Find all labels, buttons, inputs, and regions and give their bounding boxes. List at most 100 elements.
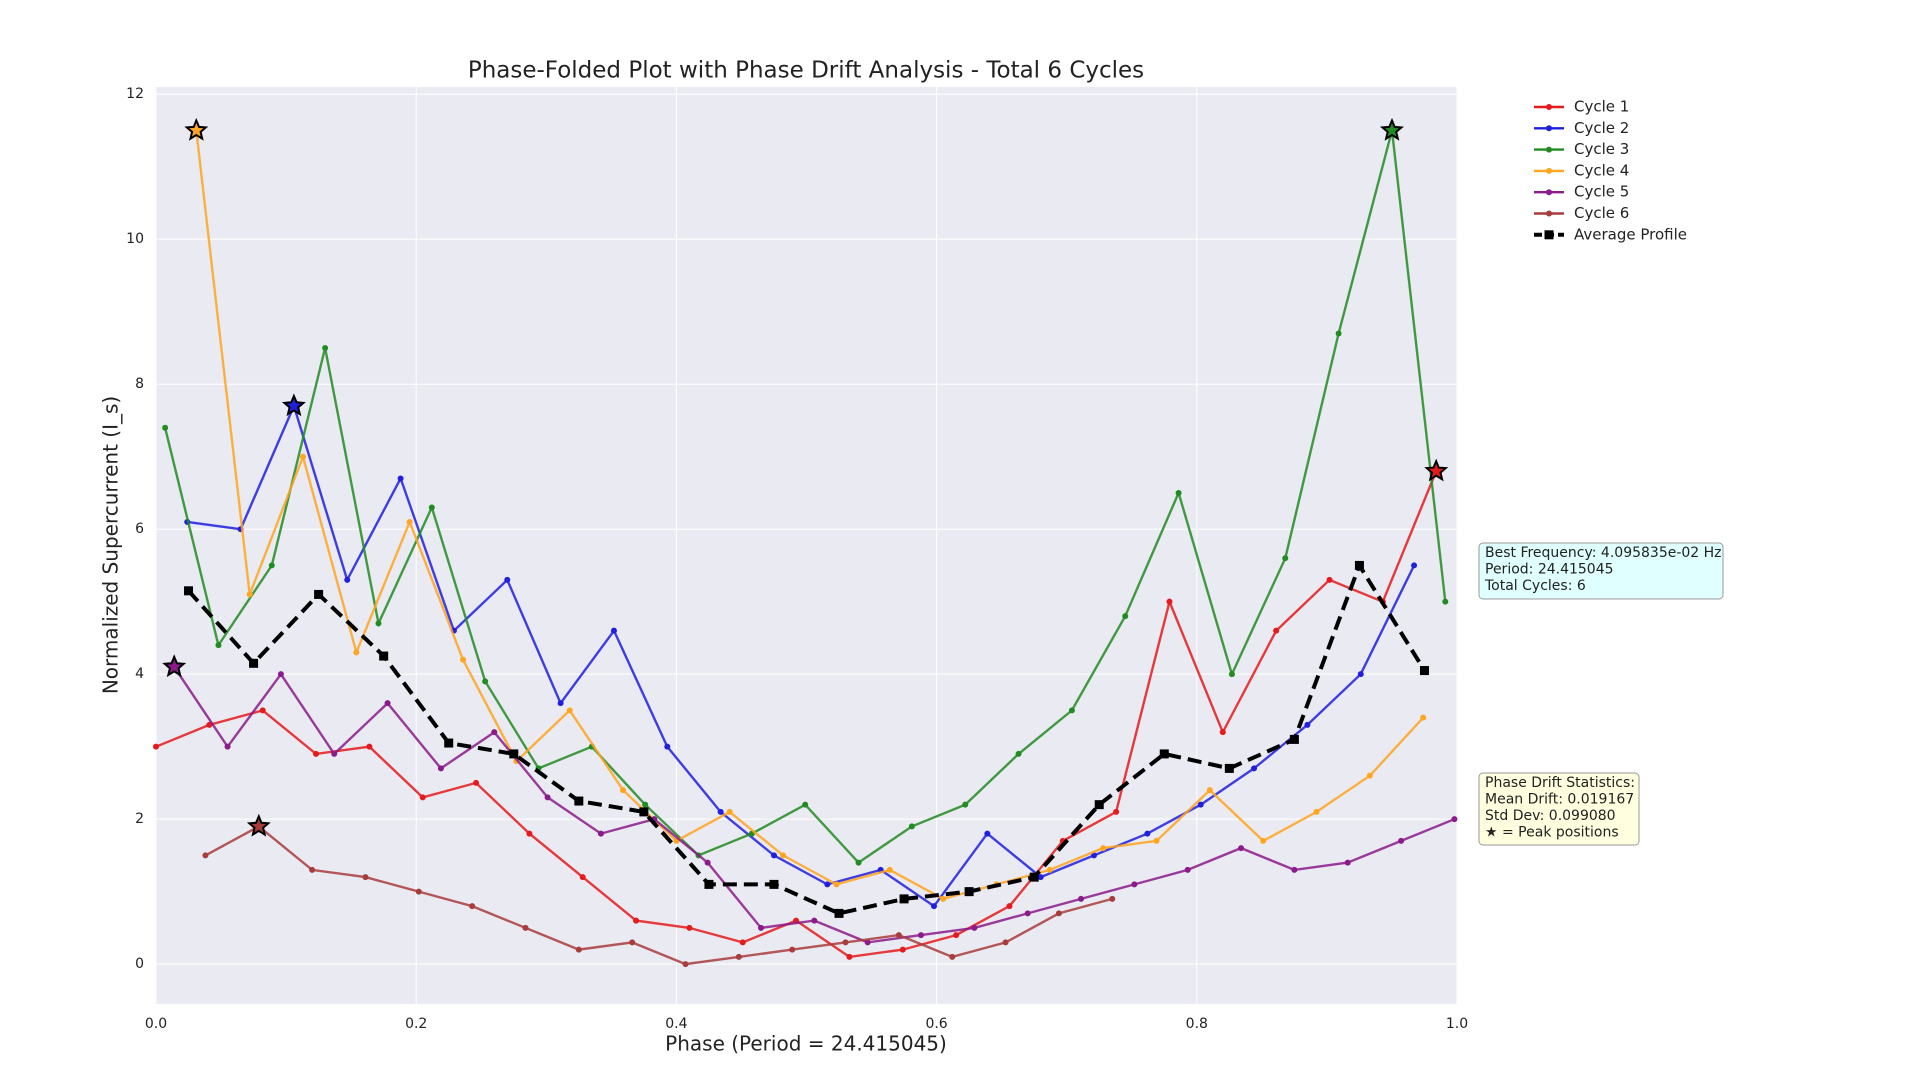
- data-point: [504, 576, 511, 583]
- data-point: [1224, 763, 1234, 773]
- data-point: [437, 765, 444, 772]
- data-point: [735, 953, 742, 960]
- legend-marker: [1546, 125, 1552, 132]
- annotation-box: [1478, 772, 1640, 846]
- data-point: [895, 932, 902, 939]
- data-point: [444, 738, 454, 748]
- legend-marker: [1546, 167, 1552, 174]
- data-point: [1313, 808, 1320, 815]
- data-point: [620, 787, 627, 794]
- data-point: [610, 627, 617, 634]
- x-tick-label: 0.4: [665, 1016, 687, 1032]
- data-point: [184, 586, 194, 596]
- y-tick-label: 4: [135, 666, 144, 682]
- data-point: [633, 917, 640, 924]
- legend-marker: [1546, 104, 1552, 110]
- legend-item: Cycle 2: [1534, 119, 1629, 137]
- data-point: [526, 830, 533, 837]
- legend-item: Cycle 4: [1534, 161, 1629, 179]
- data-point: [1451, 816, 1458, 823]
- x-axis-label: Phase (Period = 24.415045): [665, 1032, 947, 1056]
- data-point: [639, 807, 649, 817]
- data-point: [846, 953, 853, 960]
- data-point: [1029, 872, 1039, 882]
- legend-label: Cycle 5: [1574, 183, 1629, 201]
- data-point: [1238, 845, 1245, 852]
- x-tick-label: 0.8: [1186, 1016, 1208, 1032]
- data-point: [509, 749, 519, 759]
- legend-item: Cycle 1: [1534, 98, 1629, 116]
- data-point: [1260, 837, 1267, 844]
- data-point: [277, 671, 284, 678]
- peak-star: [162, 654, 187, 678]
- data-point: [682, 961, 689, 968]
- data-point: [886, 866, 893, 873]
- data-point: [1420, 714, 1427, 721]
- data-point: [757, 924, 764, 931]
- data-point: [1131, 881, 1138, 888]
- y-tick-label: 2: [135, 811, 144, 827]
- data-point: [1184, 866, 1191, 873]
- peak-star: [281, 393, 306, 417]
- data-point: [1282, 555, 1289, 562]
- data-point: [1091, 852, 1098, 859]
- data-point: [770, 852, 777, 859]
- y-tick-label: 10: [126, 231, 144, 247]
- data-point: [579, 874, 586, 881]
- data-point: [726, 808, 733, 815]
- legend-label: Cycle 6: [1574, 204, 1629, 222]
- data-point: [353, 649, 360, 656]
- data-point: [1335, 330, 1342, 337]
- peak-star: [1379, 117, 1405, 141]
- data-point: [575, 946, 582, 953]
- series-line: [195, 130, 1425, 901]
- data-point: [1344, 859, 1351, 866]
- data-point: [1166, 598, 1173, 605]
- data-point: [522, 924, 529, 931]
- y-tick-label: 8: [135, 376, 144, 392]
- data-point: [557, 700, 564, 707]
- data-point: [366, 743, 373, 750]
- data-point: [1055, 910, 1062, 917]
- data-point: [704, 859, 711, 866]
- data-point: [1002, 939, 1009, 946]
- data-point: [344, 576, 351, 583]
- x-tick-label: 0.2: [405, 1016, 427, 1032]
- data-point: [1357, 671, 1364, 678]
- data-point: [246, 591, 253, 598]
- data-point: [1153, 837, 1160, 844]
- annotation-text: Mean Drift: 0.019167: [1485, 792, 1634, 808]
- data-point: [375, 620, 382, 627]
- data-point: [1228, 671, 1235, 678]
- data-point: [1251, 765, 1258, 772]
- annotation-text: ★ = Peak positions: [1485, 825, 1619, 841]
- data-point: [384, 700, 391, 707]
- data-point: [406, 518, 413, 525]
- data-point: [899, 894, 909, 904]
- data-point: [908, 823, 915, 830]
- data-point: [1046, 866, 1053, 873]
- x-tick-label: 0.6: [925, 1016, 947, 1032]
- data-point: [313, 750, 320, 757]
- data-point: [962, 801, 969, 808]
- data-point: [1159, 749, 1169, 759]
- data-point: [1366, 772, 1373, 779]
- legend-label: Cycle 2: [1574, 119, 1629, 137]
- data-point: [1273, 627, 1280, 634]
- data-point: [1442, 598, 1449, 605]
- data-point: [1206, 787, 1213, 794]
- data-point: [1006, 903, 1013, 910]
- data-point: [331, 750, 338, 757]
- legend-label: Average Profile: [1574, 225, 1687, 243]
- data-point: [397, 475, 404, 482]
- data-point: [855, 859, 862, 866]
- data-point: [491, 729, 498, 736]
- data-point: [544, 794, 551, 801]
- data-point: [842, 939, 849, 946]
- y-tick-label: 6: [135, 521, 144, 537]
- annotation-text: Best Frequency: 4.095835e-02 Hz: [1485, 545, 1722, 561]
- legend-marker: [1544, 230, 1554, 240]
- data-point: [1304, 721, 1311, 728]
- data-point: [686, 924, 693, 931]
